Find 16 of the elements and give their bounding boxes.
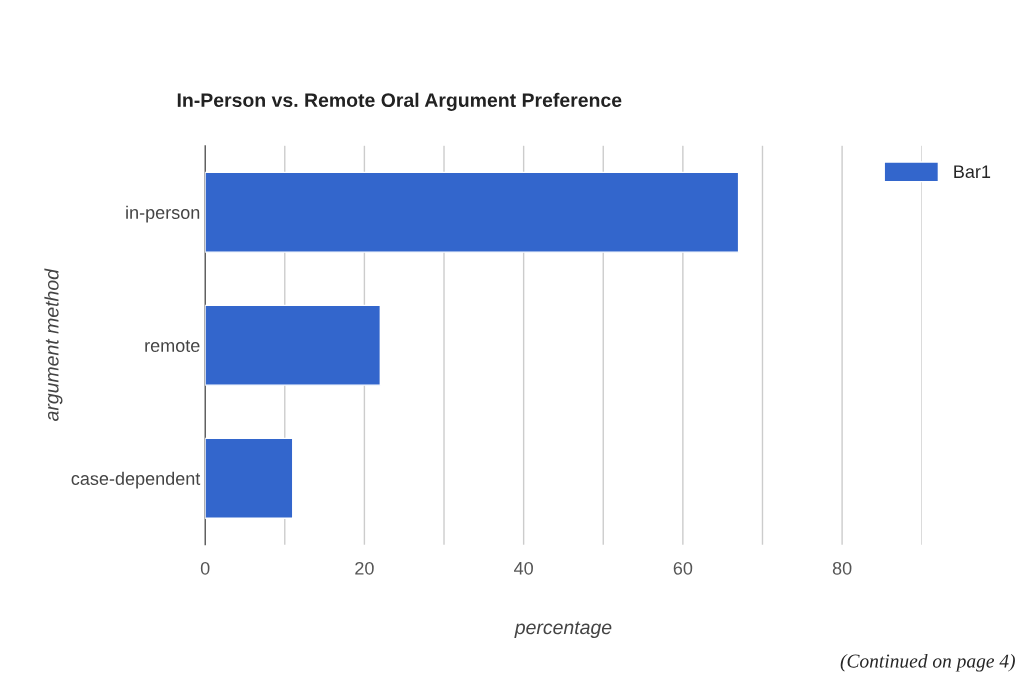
y-axis-title: argument method xyxy=(44,268,63,422)
bar xyxy=(205,437,294,519)
x-tick-label: 20 xyxy=(355,561,374,575)
bar xyxy=(205,171,740,253)
text: (Continued on page 4) xyxy=(840,653,1015,672)
x-axis-title: percentage xyxy=(514,621,612,639)
chart-title: In-Person vs. Remote Oral Argument Preference xyxy=(177,92,622,111)
y-tick-label: case-dependent xyxy=(71,471,201,489)
x-tick-label: 80 xyxy=(832,561,852,575)
bar xyxy=(205,304,382,386)
y-tick-label: remote xyxy=(145,340,200,352)
x-tick-label: 60 xyxy=(673,561,693,575)
x-tick-label: 0 xyxy=(200,561,210,575)
y-tick-label: in-person xyxy=(126,205,200,223)
x-tick-label: 40 xyxy=(514,561,533,575)
legend-label: Bar1 xyxy=(954,165,991,179)
